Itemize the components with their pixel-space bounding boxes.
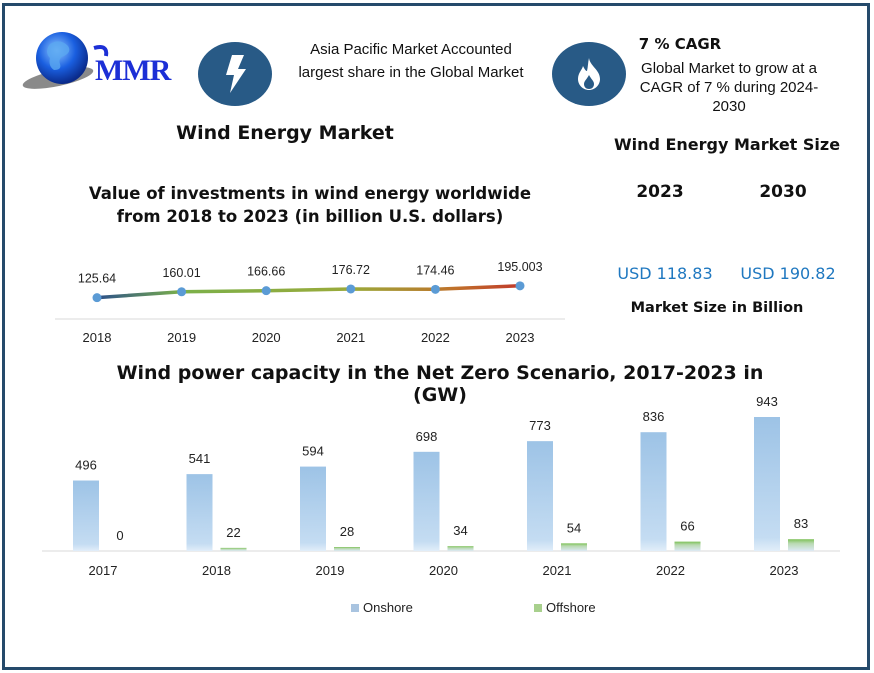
logo-text: MMR <box>95 54 171 87</box>
investment-point <box>515 281 525 291</box>
cagr-title: 7 % CAGR <box>638 35 722 53</box>
market-size-title: Wind Energy Market Size <box>613 135 841 154</box>
investment-x-tick: 2020 <box>252 330 281 345</box>
market-value-2023: USD 118.83 <box>617 264 713 283</box>
investment-x-tick: 2021 <box>336 330 365 345</box>
infographic-frame <box>2 3 870 670</box>
main-title: Wind Energy Market <box>176 122 394 144</box>
investment-x-tick: 2018 <box>83 330 112 345</box>
legend-offshore: Offshore <box>534 600 596 615</box>
investment-x-tick: 2023 <box>506 330 535 345</box>
market-size-caption: Market Size in Billion <box>630 300 804 316</box>
asia-pacific-highlight: Asia Pacific Market Accounted largest sh… <box>298 41 524 81</box>
investment-point <box>261 286 271 296</box>
market-year-2023: 2023 <box>636 182 684 202</box>
market-year-2030: 2030 <box>759 182 807 202</box>
capacity-chart-title: Wind power capacity in the Net Zero Scen… <box>116 362 764 406</box>
investment-data-label: 176.72 <box>332 263 370 277</box>
investment-point <box>177 287 187 297</box>
lightning-bolt-icon <box>198 42 272 106</box>
legend-swatch-onshore <box>351 603 359 612</box>
cagr-description: Global Market to grow at a CAGR of 7 % d… <box>639 60 819 115</box>
investment-data-label: 125.64 <box>78 272 116 286</box>
investment-series-line <box>96 284 521 300</box>
investment-x-tick: 2022 <box>421 330 450 345</box>
investment-point <box>430 284 440 294</box>
investment-data-label: 195.003 <box>497 260 542 274</box>
investment-chart-title: Value of investments in wind energy worl… <box>88 184 532 226</box>
legend-label-onshore: Onshore <box>363 600 413 615</box>
investment-point <box>346 284 356 294</box>
investment-data-label: 174.46 <box>416 263 454 277</box>
investment-data-label: 160.01 <box>162 266 200 280</box>
flame-icon <box>552 42 626 106</box>
legend-swatch-offshore <box>534 603 542 612</box>
investment-point <box>92 293 102 303</box>
legend-onshore: Onshore <box>351 600 413 615</box>
investment-data-label: 166.66 <box>247 265 285 279</box>
investment-x-tick: 2019 <box>167 330 196 345</box>
market-value-2030: USD 190.82 <box>740 264 836 283</box>
globe-icon <box>22 32 109 89</box>
legend-label-offshore: Offshore <box>546 600 596 615</box>
mmr-logo: MMR <box>20 26 185 96</box>
